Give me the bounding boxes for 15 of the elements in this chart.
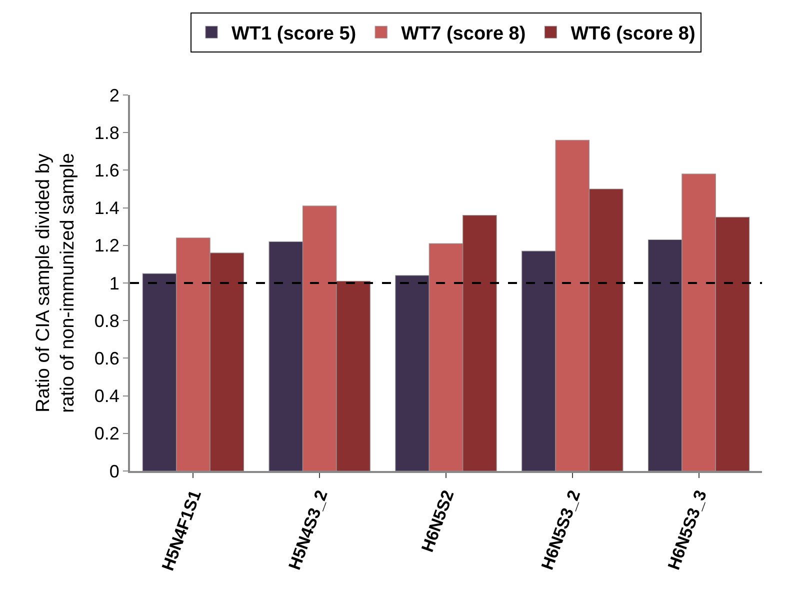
legend-label: WT6 (score 8): [570, 24, 696, 45]
y-tick-label: 1.2: [94, 236, 120, 256]
y-tick-label: 0.6: [94, 348, 120, 368]
y-tick-label: 1.6: [94, 160, 120, 180]
y-tick-label: 1.4: [94, 198, 120, 218]
y-tick-label: 0.8: [94, 310, 120, 331]
y-axis-title: Ratio of CIA sample divided by ratio of non-immunized sample: [33, 153, 79, 413]
y-tick-label: 0.4: [94, 386, 120, 406]
y-tick-label: 0: [109, 461, 120, 482]
y-tick-label: 0.2: [94, 424, 120, 444]
y-tick-label: 2: [109, 85, 120, 106]
y-tick-label: 1.8: [94, 122, 120, 143]
legend-label: WT1 (score 5): [232, 24, 356, 45]
legend-label: WT7 (score 8): [401, 24, 526, 45]
y-tick-label: 1: [109, 273, 120, 294]
